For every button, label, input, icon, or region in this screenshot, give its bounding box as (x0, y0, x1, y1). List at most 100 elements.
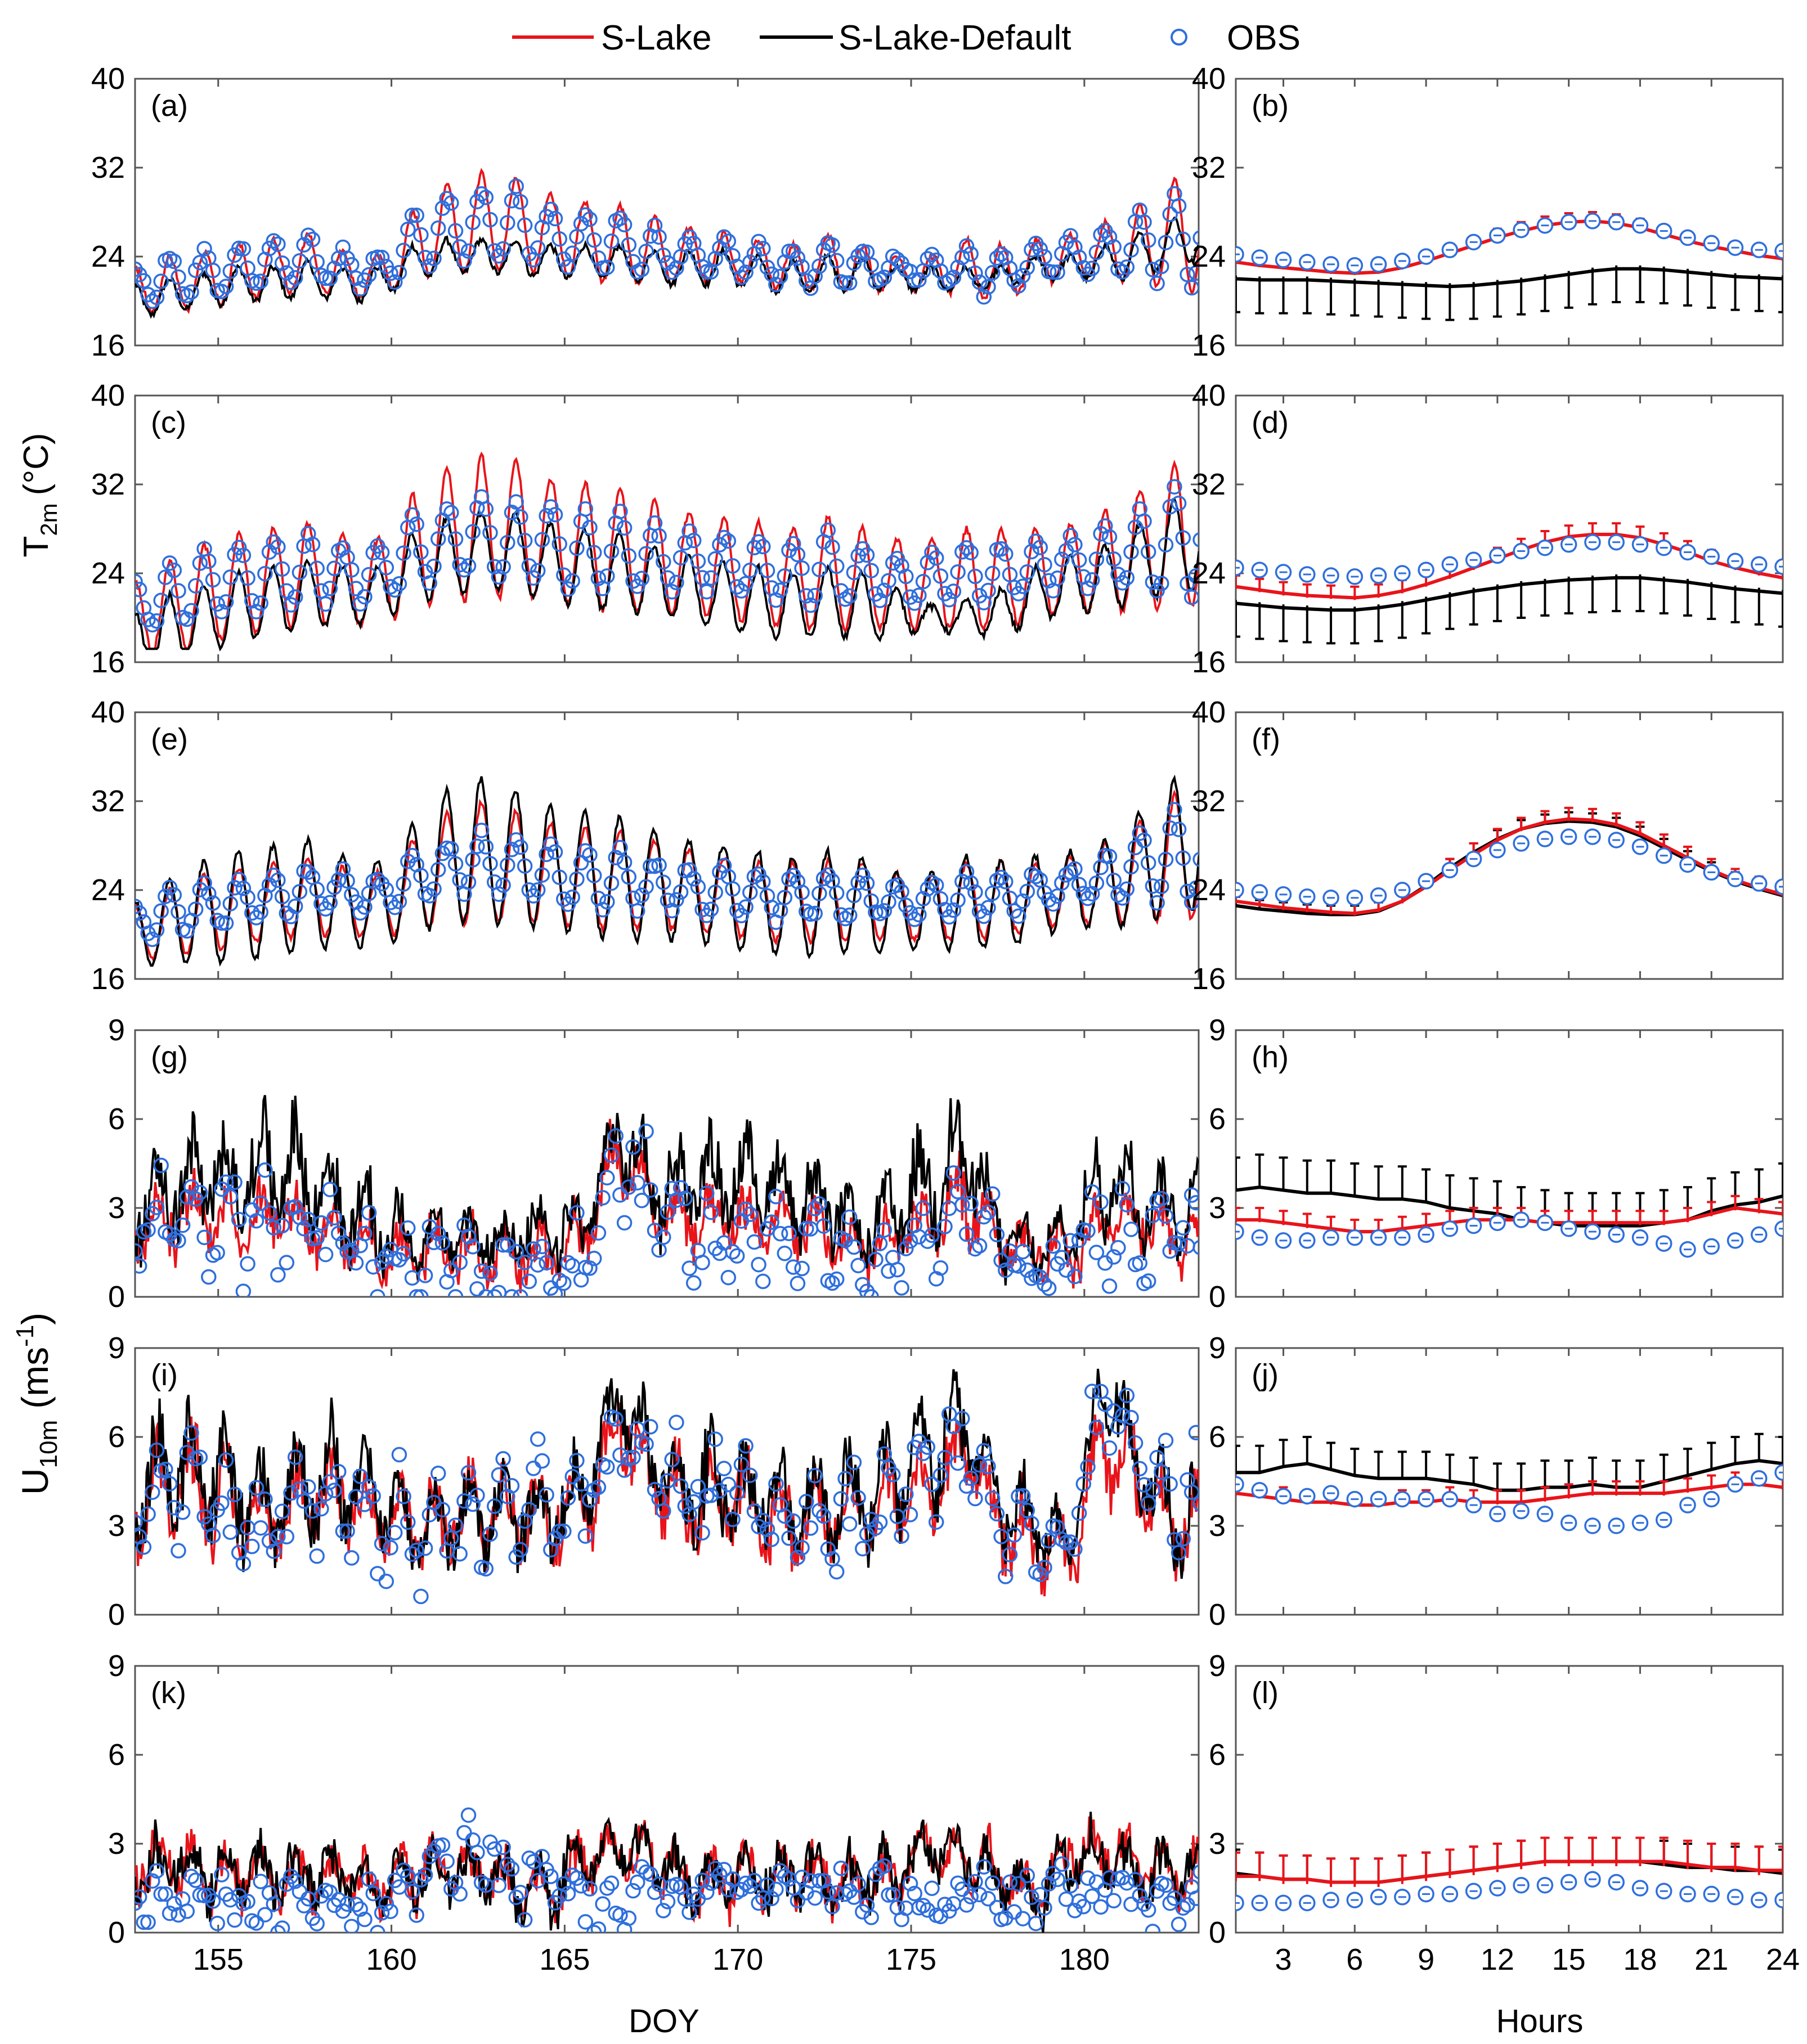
xtick-label-k-4: 175 (886, 1943, 936, 1976)
obs-point-i-43 (313, 1501, 329, 1517)
obs-point-i-85 (495, 1451, 511, 1467)
obs-point-k-12 (179, 1903, 195, 1919)
obs-point-i-156 (802, 1520, 819, 1536)
obs-point-e-79 (469, 838, 485, 855)
obs-point-i-36 (283, 1485, 299, 1501)
obs-point-i-187 (937, 1450, 953, 1466)
obs-point-k-34 (274, 1920, 290, 1933)
obs-point-i-9 (166, 1499, 182, 1516)
obs-point-a-29 (253, 273, 268, 289)
obs-point-a-198 (984, 265, 1001, 281)
obs-point-c-234 (1140, 544, 1156, 560)
obs-point-g-107 (590, 1225, 607, 1241)
obs-point-c-18 (205, 572, 221, 588)
obs-point-a-195 (971, 274, 988, 290)
obs-point-i-102 (569, 1453, 585, 1468)
obs-point-a-54 (361, 267, 377, 283)
obs-point-e-181 (911, 906, 927, 923)
obs-point-a-104 (577, 207, 594, 223)
ytick-label-k-0: 0 (108, 1916, 125, 1949)
obs-point-a-124 (664, 264, 680, 280)
obs-point-g-151 (781, 1225, 797, 1242)
panel-label-h: (h) (1252, 1040, 1289, 1074)
obs-point-c-66 (413, 544, 429, 560)
obs-point-i-45 (322, 1474, 338, 1490)
obs-point-g-25 (235, 1283, 252, 1297)
obs-point-c-24 (231, 540, 247, 556)
obs-point-c-94 (534, 532, 550, 548)
obs-point-g-242 (1175, 1220, 1191, 1236)
obs-point-g-15 (192, 1184, 208, 1201)
obs-point-c-64 (404, 507, 420, 523)
obs-point-c-123 (660, 570, 676, 586)
obs-point-i-170 (863, 1512, 879, 1528)
obs-point-c-45 (322, 581, 338, 596)
obs-point-a-235 (1145, 262, 1161, 277)
obs-point-e-180 (907, 911, 922, 927)
obs-point-a-162 (828, 253, 845, 269)
obs-point-c-41 (304, 536, 321, 552)
obs-point-i-49 (339, 1523, 355, 1539)
obs-point-g-184 (924, 1227, 940, 1243)
obs-point-a-100 (560, 259, 576, 275)
obs-point-c-10 (171, 583, 186, 599)
obs-point-g-194 (967, 1241, 983, 1257)
obs-point-c-227 (1110, 567, 1126, 582)
obs-point-g-110 (603, 1147, 620, 1163)
obs-point-e-228 (1114, 890, 1131, 906)
obs-point-g-97 (547, 1286, 563, 1297)
obs-point-g-44 (317, 1246, 334, 1263)
obs-point-k-1 (135, 1889, 147, 1905)
obs-point-i-177 (894, 1528, 909, 1544)
obs-point-g-153 (790, 1275, 806, 1291)
obs-point-c-98 (551, 536, 567, 552)
obs-point-i-145 (755, 1512, 771, 1529)
obs-point-g-29 (253, 1196, 268, 1211)
obs-point-c-6 (153, 592, 169, 608)
obs-point-c-130 (690, 553, 706, 569)
obs-point-c-68 (422, 575, 438, 591)
panel-b: 16 24 32 40 (b) (1192, 62, 1784, 362)
obs-point-c-245 (1188, 568, 1199, 584)
obs-point-e-6 (153, 903, 169, 919)
obs-point-i-53 (357, 1497, 373, 1512)
obs-point-i-159 (815, 1508, 832, 1524)
xtick-label-l-2: 9 (1418, 1943, 1434, 1976)
obs-point-c-76 (456, 561, 472, 578)
obs-point-e-162 (828, 885, 845, 901)
obs-point-a-22 (222, 263, 239, 279)
obs-point-c-121 (651, 528, 667, 544)
obs-point-g-210 (1037, 1276, 1052, 1292)
panel-frame-h (1235, 1029, 1784, 1298)
panel-label-j: (j) (1252, 1358, 1279, 1392)
obs-point-e-94 (534, 867, 550, 883)
obs-point-k-100 (560, 1885, 576, 1902)
obs-point-k-173 (876, 1858, 893, 1874)
xtick-label-l-3: 12 (1481, 1943, 1514, 1976)
obs-point-e-1 (135, 905, 147, 921)
obs-point-i-147 (764, 1531, 779, 1547)
obs-point-a-74 (447, 223, 464, 239)
obs-point-c-172 (872, 592, 888, 608)
ytick-label-d-2: 32 (1192, 468, 1226, 501)
obs-point-g-51 (348, 1255, 364, 1271)
obs-point-k-216 (1062, 1877, 1078, 1894)
obs-point-a-14 (187, 262, 204, 278)
obs-point-c-233 (1136, 513, 1152, 529)
obs-point-i-162 (828, 1564, 845, 1580)
panel-e: 16 24 32 40 (e) (91, 695, 1200, 996)
obs-point-k-232 (1132, 1888, 1148, 1904)
obs-point-c-194 (967, 568, 983, 585)
obs-point-g-141 (738, 1201, 754, 1218)
obs-point-c-65 (409, 516, 424, 532)
panel-frame-g (134, 1029, 1200, 1298)
obs-point-g-83 (486, 1289, 503, 1297)
obs-point-e-221 (1084, 886, 1100, 902)
obs-point-g-10 (171, 1233, 186, 1248)
obs-point-i-104 (577, 1528, 594, 1544)
obs-point-a-52 (352, 281, 368, 297)
obs-point-c-21 (218, 594, 234, 610)
obs-point-a-142 (742, 254, 758, 270)
obs-point-a-110 (603, 233, 620, 249)
obs-point-e-36 (283, 909, 299, 924)
